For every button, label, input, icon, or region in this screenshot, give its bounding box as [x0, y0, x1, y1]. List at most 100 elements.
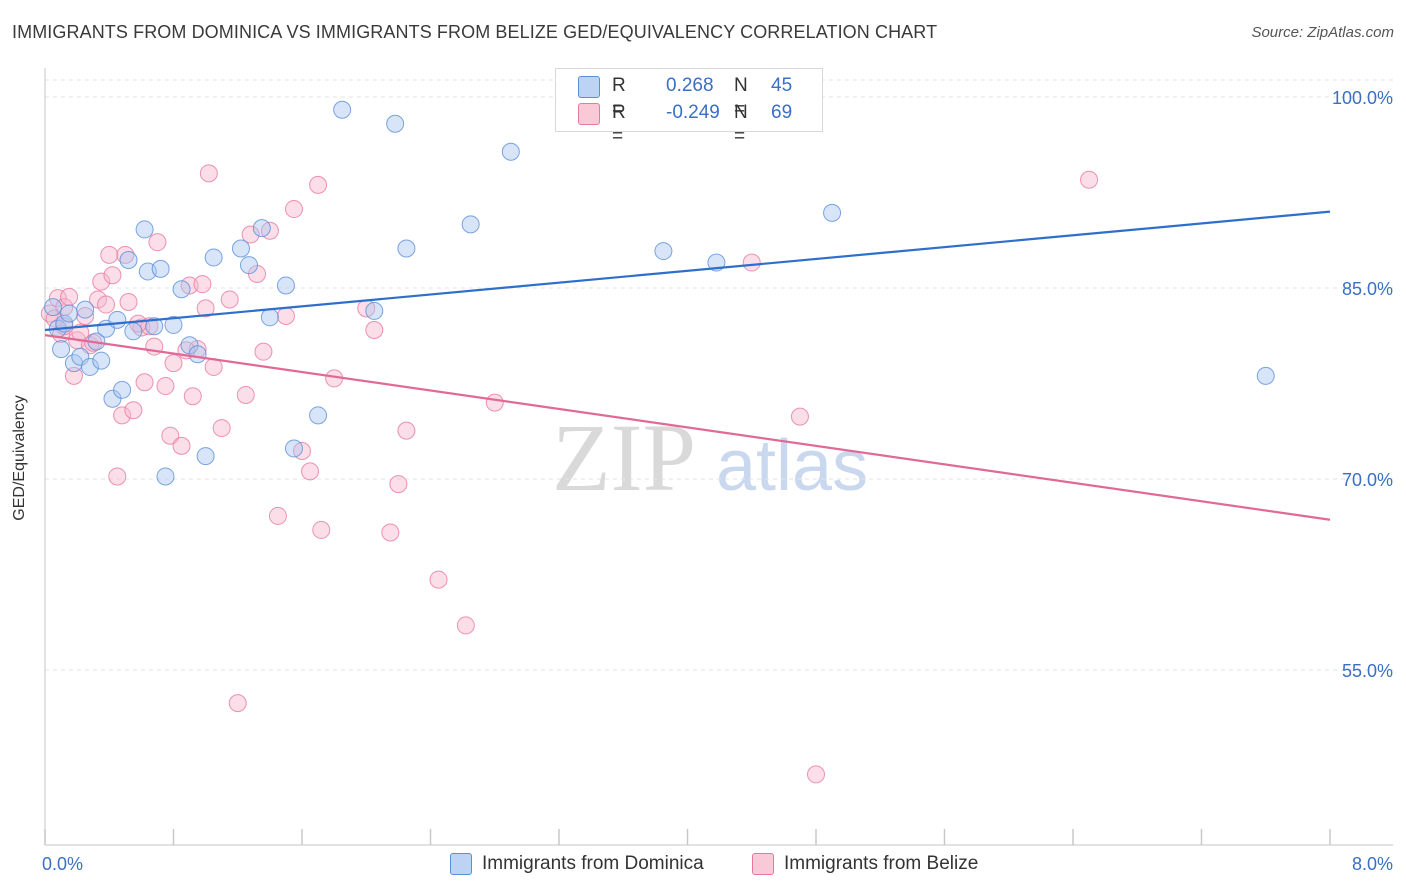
- dominica-point: [119, 250, 138, 269]
- belize-point: [312, 520, 331, 539]
- belize-point: [241, 225, 260, 244]
- belize-point: [156, 377, 175, 396]
- belize-point: [97, 295, 116, 314]
- dominica-point: [461, 215, 480, 234]
- gridlines: [45, 79, 1393, 671]
- belize-point: [140, 317, 159, 336]
- belize-point: [212, 419, 231, 438]
- belize-point: [485, 393, 504, 412]
- belize-point: [199, 164, 218, 183]
- belize-point: [113, 406, 132, 425]
- dominica-point: [309, 406, 328, 425]
- belize-point: [60, 287, 79, 306]
- belize-point: [135, 373, 154, 392]
- x-tick-label: 8.0%: [1352, 854, 1393, 874]
- r-label: R =: [612, 75, 626, 120]
- belize-point: [64, 366, 83, 385]
- dominica-point: [124, 322, 143, 341]
- belize-point: [807, 765, 825, 784]
- belize-point: [108, 467, 127, 486]
- belize-point: [193, 275, 212, 294]
- dominica-point: [365, 301, 384, 320]
- r-label: R =: [612, 102, 626, 147]
- stats-legend: R = 0.268 N = 45 R = -0.249 N = 69: [555, 68, 823, 147]
- dominica-legend-label: Immigrants from Dominica: [482, 853, 704, 874]
- dominica-point: [333, 100, 352, 119]
- dominica-point: [231, 239, 250, 258]
- dominica-point: [386, 114, 405, 133]
- belize-point: [429, 570, 448, 589]
- y-tick-label: 85.0%: [1342, 279, 1393, 299]
- belize-point: [172, 436, 191, 455]
- belize-trend-line: [44, 334, 1331, 521]
- y-tick-label: 55.0%: [1342, 661, 1393, 681]
- belize-points: [40, 164, 1099, 784]
- belize-point: [284, 200, 303, 219]
- belize-point: [397, 421, 416, 440]
- dominica-point: [76, 300, 95, 319]
- belize-point: [76, 307, 95, 326]
- belize-point: [254, 342, 273, 361]
- belize-point: [790, 407, 809, 426]
- dominica-point: [196, 447, 215, 466]
- n-value: 45: [771, 75, 793, 96]
- belize-point: [381, 523, 400, 542]
- belize-point: [124, 401, 143, 420]
- axes: [44, 68, 1393, 846]
- dominica-point: [823, 203, 842, 222]
- belize-point: [276, 307, 295, 326]
- belize-point: [301, 462, 320, 481]
- dominica-point: [276, 276, 295, 295]
- belize-point: [309, 175, 328, 194]
- belize-legend-label: Immigrants from Belize: [784, 853, 979, 874]
- dominica-point: [252, 219, 271, 238]
- watermark-zip: ZIP: [552, 404, 696, 511]
- y-axis-tick-labels: 100.0% 85.0% 70.0% 55.0%: [1332, 88, 1393, 681]
- belize-swatch: [578, 103, 600, 125]
- dominica-point: [204, 248, 223, 267]
- belize-point: [100, 245, 119, 264]
- dominica-point: [151, 259, 170, 278]
- dominica-point: [52, 340, 71, 359]
- dominica-point: [1256, 366, 1275, 385]
- chart-title: IMMIGRANTS FROM DOMINICA VS IMMIGRANTS F…: [12, 22, 938, 42]
- belize-point: [119, 293, 138, 312]
- dominica-point: [164, 315, 183, 334]
- dominica-legend-swatch: [450, 853, 472, 875]
- belize-point: [220, 290, 239, 309]
- y-tick-label: 100.0%: [1332, 88, 1393, 108]
- belize-point: [164, 354, 183, 373]
- dominica-point: [135, 220, 154, 239]
- belize-legend-swatch: [752, 853, 774, 875]
- dominica-trend-line: [44, 210, 1331, 332]
- belize-point: [196, 299, 215, 318]
- dominica-point: [108, 310, 127, 329]
- belize-point: [103, 266, 122, 285]
- dominica-point: [156, 467, 175, 486]
- dominica-point: [501, 142, 520, 161]
- watermark-atlas: atlas: [716, 426, 868, 506]
- belize-point: [161, 426, 180, 445]
- y-tick-label: 70.0%: [1342, 470, 1393, 490]
- dominica-points: [44, 100, 1275, 486]
- x-axis-tick-labels: 0.0% 8.0%: [42, 854, 1393, 874]
- belize-point: [228, 694, 247, 713]
- n-label: N =: [734, 75, 748, 120]
- belize-point: [92, 272, 111, 291]
- x-tick-label: 0.0%: [42, 854, 83, 874]
- watermark: ZIP atlas: [552, 404, 868, 511]
- belize-point: [1080, 170, 1099, 189]
- belize-point: [365, 321, 384, 340]
- dominica-point: [654, 242, 673, 261]
- r-value: -0.249: [666, 102, 720, 123]
- source-credit: Source: ZipAtlas.com: [1251, 24, 1394, 41]
- dominica-point: [44, 298, 63, 317]
- belize-point: [183, 387, 202, 406]
- dominica-swatch: [578, 76, 600, 98]
- dominica-point: [80, 357, 99, 376]
- belize-point: [236, 385, 255, 404]
- belize-point: [148, 233, 167, 252]
- n-label: N =: [734, 102, 748, 147]
- dominica-point: [172, 280, 191, 299]
- dominica-point: [60, 304, 79, 323]
